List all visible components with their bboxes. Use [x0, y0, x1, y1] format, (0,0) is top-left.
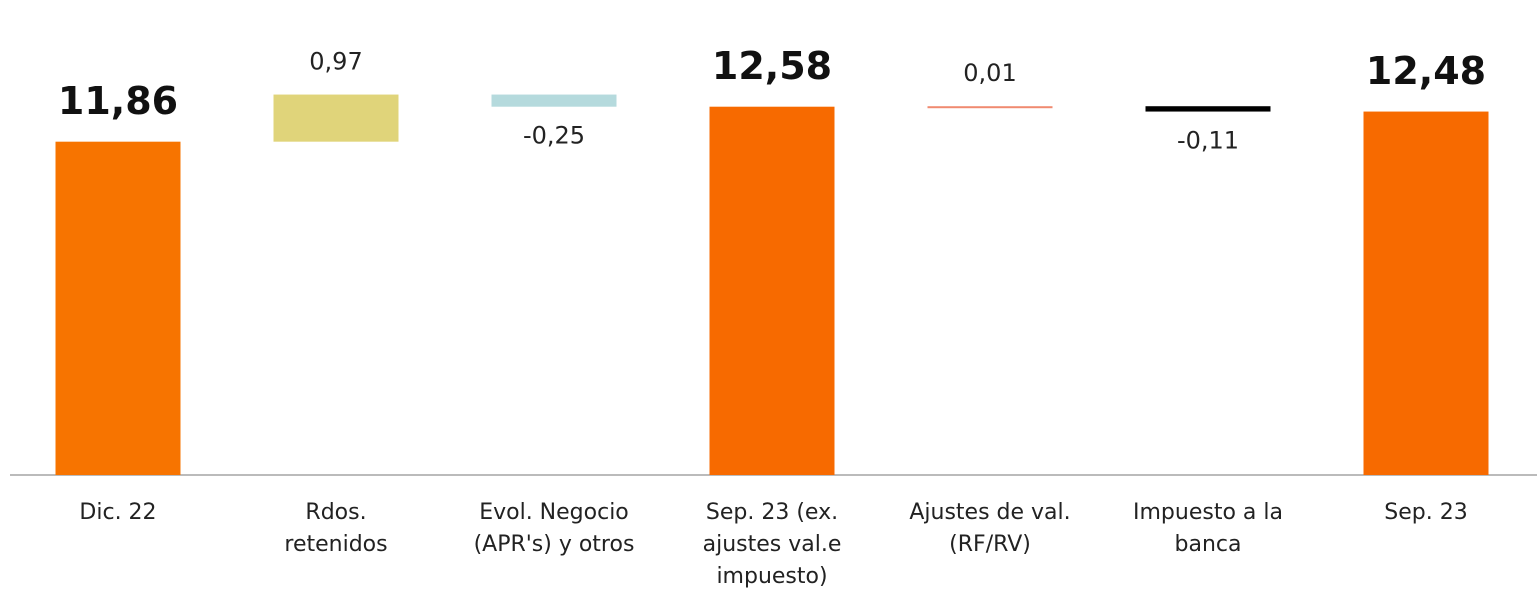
data-label: 12,48	[1366, 49, 1486, 93]
x-tick-label: Ajustes de val. (RF/RV)	[909, 500, 1071, 557]
x-tick-label: Evol. Negocio (APR's) y otros	[473, 500, 635, 557]
bar	[1363, 111, 1489, 475]
x-tick-label: Rdos. retenidos	[284, 500, 388, 557]
bar	[927, 106, 1053, 109]
bar	[491, 94, 617, 107]
data-label: -0,11	[1177, 127, 1239, 155]
data-label: -0,25	[523, 122, 585, 150]
x-tick-label: Sep. 23 (ex. ajustes val.e impuesto)	[702, 500, 842, 589]
data-label: 11,86	[58, 79, 178, 123]
x-tick-label: Dic. 22	[79, 500, 157, 525]
data-label: 0,97	[309, 48, 362, 76]
bar	[273, 94, 399, 142]
data-label: 0,01	[963, 59, 1016, 87]
x-tick-label: Sep. 23	[1384, 500, 1468, 525]
x-tick-label: Impuesto a la banca	[1133, 500, 1283, 557]
data-label: 12,58	[712, 44, 832, 88]
bar	[1145, 106, 1271, 112]
bar	[55, 141, 181, 476]
bar	[709, 106, 835, 476]
